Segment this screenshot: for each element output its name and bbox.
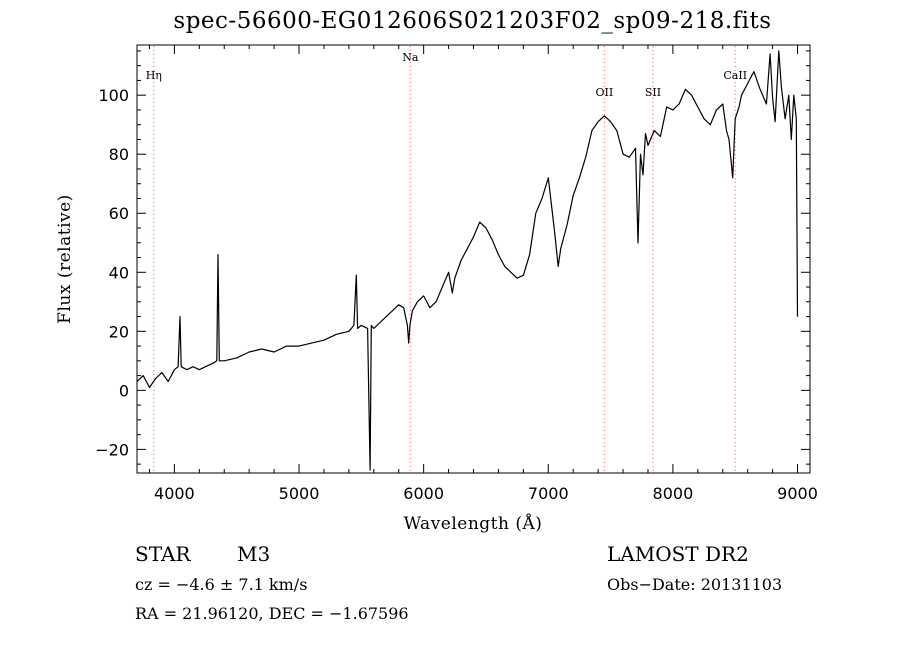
object-subclass: M3 bbox=[237, 542, 271, 566]
spectrum-line bbox=[136, 50, 799, 471]
x-axis-label: Wavelength (Å) bbox=[404, 513, 543, 534]
marker-label-3: SII bbox=[645, 86, 661, 99]
axis-tick-labels: 4000 5000 6000 7000 8000 9000 −20 0 20 40 60 80 100 bbox=[95, 86, 818, 503]
spectrum-series bbox=[136, 50, 799, 471]
y-tick-label-0: −20 bbox=[95, 440, 129, 459]
chart-title: spec-56600-EG012606S021203F02_sp09-218.f… bbox=[173, 8, 772, 34]
x-tick-label-2: 6000 bbox=[403, 484, 444, 503]
y-tick-label-6: 100 bbox=[98, 86, 129, 105]
axis-ticks bbox=[137, 45, 810, 473]
y-tick-label-2: 20 bbox=[109, 322, 129, 341]
marker-label-0: Hη bbox=[146, 69, 162, 82]
survey-name: LAMOST DR2 bbox=[607, 542, 749, 566]
observation-date: Obs−Date: 20131103 bbox=[607, 575, 783, 594]
y-tick-label-3: 40 bbox=[109, 263, 129, 282]
object-type: STAR bbox=[135, 542, 191, 566]
spectral-line-markers bbox=[153, 46, 736, 472]
coordinates: RA = 21.96120, DEC = −1.67596 bbox=[135, 604, 409, 623]
y-tick-label-4: 60 bbox=[109, 204, 129, 223]
plot-frame bbox=[136, 44, 811, 474]
x-tick-label-0: 4000 bbox=[154, 484, 195, 503]
spectral-line-labels: Hη Na OII SII CaII bbox=[146, 51, 747, 99]
marker-label-2: OII bbox=[596, 86, 614, 99]
x-tick-label-4: 8000 bbox=[653, 484, 694, 503]
y-tick-label-5: 80 bbox=[109, 145, 129, 164]
x-tick-label-1: 5000 bbox=[279, 484, 320, 503]
marker-label-1: Na bbox=[402, 51, 419, 64]
y-tick-label-1: 0 bbox=[119, 381, 129, 400]
marker-label-4: CaII bbox=[723, 69, 747, 82]
redshift-velocity: cz = −4.6 ± 7.1 km/s bbox=[135, 575, 308, 594]
x-tick-label-5: 9000 bbox=[777, 484, 818, 503]
x-tick-label-3: 7000 bbox=[528, 484, 569, 503]
y-axis-label: Flux (relative) bbox=[55, 194, 75, 324]
